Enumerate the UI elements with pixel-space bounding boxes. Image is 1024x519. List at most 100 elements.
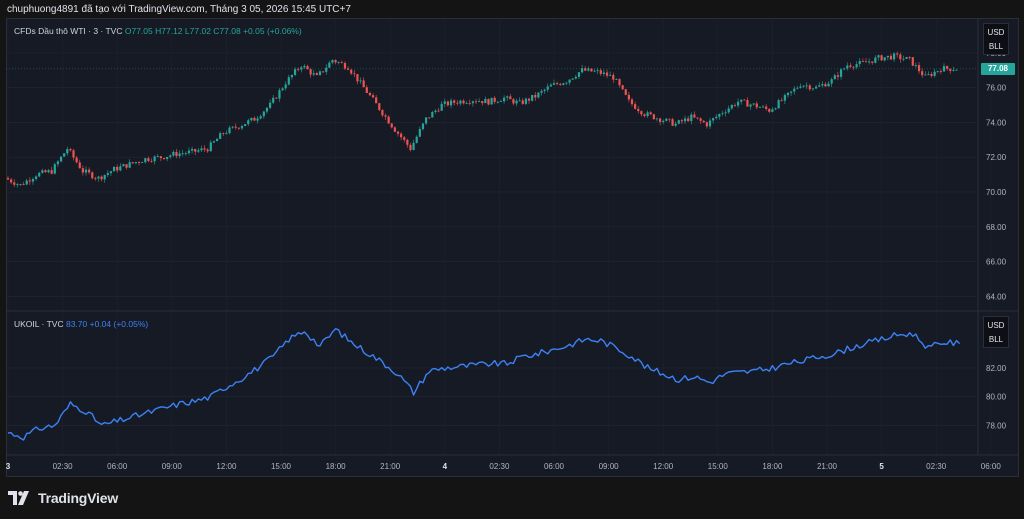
footer-branding: TradingView	[8, 489, 118, 507]
candle-body	[917, 65, 921, 72]
candle-body	[437, 110, 440, 112]
x-tick-label: 15:00	[271, 462, 292, 471]
candle-body	[134, 162, 138, 164]
candle-body	[116, 166, 119, 171]
candle-body	[786, 92, 790, 96]
candle-body	[568, 79, 571, 83]
candle-body	[768, 108, 771, 112]
chart-frame[interactable]	[6, 18, 1019, 477]
time-axis[interactable]: 3 02:30 06:00 09:00 12:00 15:00 18:00 21:00 4 02:…	[6, 462, 1024, 471]
candle-body	[946, 66, 949, 69]
candle-body	[902, 58, 905, 60]
candle-body	[868, 61, 871, 63]
candle-body	[615, 79, 618, 80]
candle-body	[858, 60, 861, 65]
candle-body	[418, 129, 421, 137]
candle-body	[187, 150, 191, 154]
candle-body	[456, 102, 459, 104]
candle-body	[587, 68, 590, 71]
x-tick-label: 12:00	[653, 462, 674, 471]
candle-body	[746, 100, 749, 107]
candle-body	[677, 120, 680, 124]
candle-body	[621, 85, 624, 90]
candle-body	[649, 112, 652, 115]
candle-body	[97, 176, 100, 179]
candle-body	[306, 65, 309, 70]
candle-body	[378, 103, 381, 111]
top-legend-symbol: CFDs Dầu thô WTI · 3 · TVC	[14, 26, 123, 36]
bottom-price-axis[interactable]: 82.00 80.00 78.00	[986, 364, 1007, 430]
top-unit-measure: BLL	[988, 42, 1004, 51]
candle-body	[886, 55, 889, 58]
candle-body	[892, 53, 896, 60]
candle-body	[393, 127, 396, 132]
candle-body	[652, 114, 655, 120]
candle-body	[843, 68, 846, 70]
candle-body	[69, 149, 72, 151]
candle-body	[643, 114, 646, 117]
candle-body	[696, 117, 699, 119]
candle-body	[365, 87, 368, 93]
candle-body	[939, 71, 942, 72]
x-tick-label: 02:30	[926, 462, 947, 471]
grid-lines	[6, 20, 992, 455]
bottom-unit-measure: BLL	[988, 335, 1004, 344]
candle-body	[53, 164, 56, 174]
candle-body	[534, 94, 537, 98]
candle-body	[237, 127, 240, 129]
top-unit-selector[interactable]: USD BLL	[983, 23, 1009, 55]
top-legend[interactable]: CFDs Dầu thô WTI · 3 · TVC O77.05 H77.12…	[14, 26, 302, 36]
x-tick-label: 12:00	[216, 462, 237, 471]
candle-body	[459, 100, 462, 104]
candle-body	[640, 111, 643, 115]
candle-body	[225, 133, 228, 134]
candlestick-series	[6, 51, 958, 188]
candle-body	[443, 101, 446, 104]
x-tick-label: 5	[879, 462, 884, 471]
candle-body	[197, 150, 200, 152]
candle-body	[440, 103, 443, 111]
candle-body	[896, 53, 899, 55]
candle-body	[175, 151, 178, 157]
candle-body	[412, 142, 415, 150]
candle-body	[34, 176, 38, 179]
candle-body	[605, 72, 609, 76]
bottom-legend-value: 83.70	[65, 319, 88, 329]
candle-body	[908, 56, 911, 58]
candle-body	[128, 162, 131, 168]
candle-body	[811, 88, 815, 90]
candle-body	[38, 172, 41, 177]
x-tick-label: 21:00	[380, 462, 401, 471]
candle-body	[56, 161, 60, 165]
bottom-unit-selector[interactable]: USD BLL	[983, 316, 1009, 348]
candle-body	[562, 83, 565, 85]
candle-body	[880, 55, 883, 61]
candle-body	[153, 156, 156, 162]
candle-body	[343, 63, 347, 69]
candle-body	[25, 180, 28, 185]
candle-body	[755, 103, 758, 108]
candle-body	[715, 116, 718, 119]
candle-body	[474, 101, 478, 103]
bottom-legend[interactable]: UKOIL · TVC 83.70 +0.04 (+0.05%)	[14, 319, 148, 329]
candle-body	[814, 86, 818, 89]
candle-body	[930, 73, 933, 76]
candle-body	[864, 61, 868, 63]
candle-body	[952, 70, 955, 71]
candle-body	[424, 117, 428, 124]
candle-body	[493, 97, 496, 102]
candle-body	[371, 95, 375, 98]
candle-body	[618, 79, 621, 86]
x-tick-label: 02:30	[53, 462, 74, 471]
candle-body	[403, 137, 406, 140]
candle-body	[577, 72, 581, 77]
candle-body	[481, 101, 484, 104]
candle-body	[574, 76, 577, 79]
candle-body	[100, 176, 103, 180]
candle-body	[783, 95, 786, 101]
candle-body	[284, 84, 287, 89]
candle-body	[109, 171, 113, 174]
candle-body	[799, 86, 802, 88]
